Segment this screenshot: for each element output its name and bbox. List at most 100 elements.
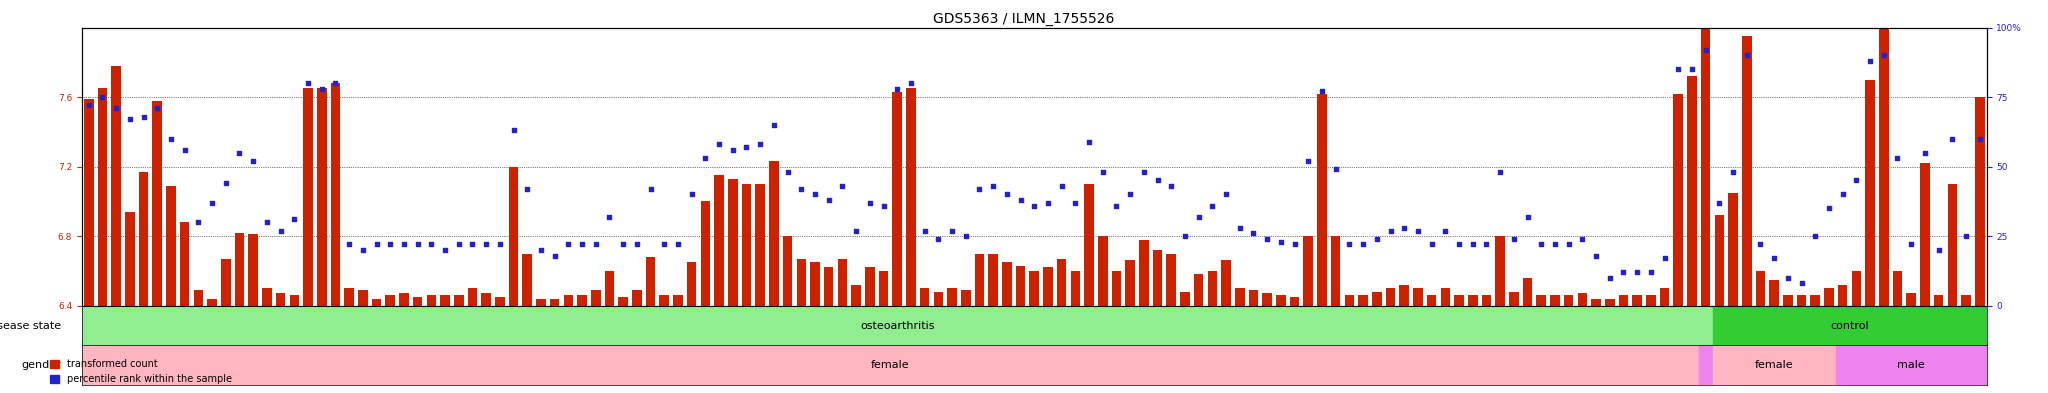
Bar: [1221, 261, 1231, 306]
Point: [72, 102, 104, 108]
Point: [729, 144, 762, 150]
Bar: [373, 299, 381, 306]
Bar: [549, 299, 559, 306]
Bar: [1729, 193, 1739, 306]
Bar: [1524, 278, 1532, 306]
Point: [1798, 233, 1831, 239]
Point: [1483, 169, 1516, 175]
Point: [594, 213, 627, 220]
Bar: [604, 271, 614, 306]
Point: [963, 186, 995, 192]
Bar: [496, 297, 504, 306]
Bar: [248, 234, 258, 306]
Bar: [195, 290, 203, 306]
Bar: [770, 162, 778, 306]
Bar: [467, 288, 477, 306]
Point: [469, 241, 502, 248]
Point: [1333, 241, 1366, 248]
Bar: [633, 290, 641, 306]
Bar: [1016, 266, 1026, 306]
Point: [1772, 275, 1804, 281]
Bar: [1688, 76, 1696, 306]
Point: [799, 191, 831, 198]
Bar: [1577, 294, 1587, 306]
Bar: [1974, 97, 1985, 306]
Point: [100, 105, 133, 111]
Bar: [1167, 253, 1176, 306]
Bar: [879, 271, 889, 306]
Point: [510, 186, 543, 192]
Point: [375, 241, 408, 248]
Point: [127, 113, 160, 119]
Bar: [1208, 271, 1217, 306]
Point: [922, 236, 954, 242]
Bar: [1851, 271, 1862, 306]
Point: [1511, 213, 1544, 220]
Point: [1894, 241, 1927, 248]
Text: control: control: [1831, 321, 1870, 331]
Point: [209, 180, 242, 186]
Bar: [782, 236, 793, 306]
Point: [1415, 241, 1448, 248]
Bar: [440, 295, 451, 306]
Point: [1964, 136, 1997, 142]
Point: [936, 228, 969, 234]
Point: [1552, 241, 1585, 248]
Bar: [455, 295, 463, 306]
Point: [238, 158, 270, 164]
Point: [1882, 155, 1915, 162]
Bar: [1933, 295, 1944, 306]
Bar: [1536, 295, 1546, 306]
Bar: [1042, 267, 1053, 306]
Bar: [1700, 24, 1710, 306]
Point: [1950, 233, 1982, 239]
Bar: [82, 345, 1698, 385]
Point: [264, 228, 297, 234]
Point: [907, 228, 940, 234]
Point: [113, 116, 145, 123]
Bar: [1591, 299, 1602, 306]
Point: [1307, 88, 1339, 95]
Point: [1044, 183, 1077, 189]
Point: [1675, 66, 1708, 72]
Bar: [1057, 259, 1067, 306]
Bar: [317, 88, 326, 306]
Point: [168, 147, 201, 153]
Bar: [864, 267, 874, 306]
Bar: [948, 288, 956, 306]
Bar: [1948, 184, 1958, 306]
Bar: [1921, 163, 1929, 306]
Bar: [1712, 345, 1835, 385]
Point: [539, 252, 571, 259]
Bar: [578, 295, 588, 306]
Bar: [797, 259, 807, 306]
Bar: [276, 294, 285, 306]
Point: [305, 86, 338, 92]
Bar: [82, 306, 1712, 345]
Point: [428, 247, 461, 253]
Point: [1456, 241, 1489, 248]
Bar: [180, 222, 190, 306]
Point: [950, 233, 983, 239]
Bar: [358, 290, 369, 306]
Bar: [905, 88, 915, 306]
Point: [1073, 138, 1106, 145]
Bar: [1647, 295, 1655, 306]
Bar: [1372, 292, 1382, 306]
Point: [1909, 149, 1942, 156]
Point: [1251, 236, 1284, 242]
Bar: [1618, 295, 1628, 306]
Bar: [344, 288, 354, 306]
Bar: [1180, 292, 1190, 306]
Point: [1935, 136, 1968, 142]
Point: [1716, 169, 1749, 175]
Bar: [1030, 271, 1038, 306]
Bar: [1495, 236, 1505, 306]
Point: [840, 228, 872, 234]
Bar: [262, 288, 272, 306]
Bar: [98, 88, 106, 306]
Point: [1018, 202, 1051, 209]
Bar: [1698, 345, 1712, 385]
Text: male: male: [1896, 360, 1925, 370]
Point: [977, 183, 1010, 189]
